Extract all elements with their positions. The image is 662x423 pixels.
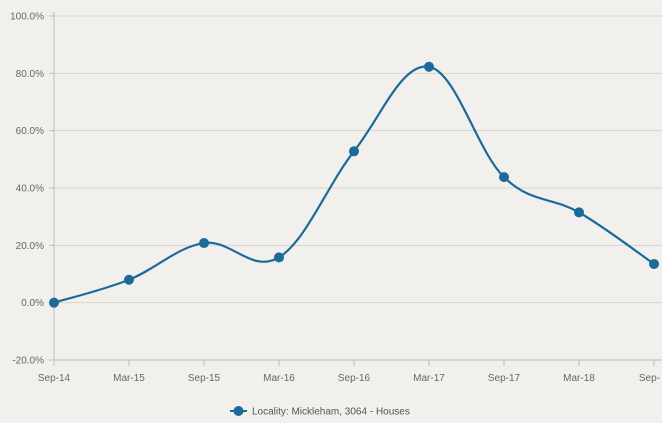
data-points: [49, 61, 659, 308]
x-tick-label: Sep-: [639, 373, 660, 384]
y-tick-label: 60.0%: [16, 126, 44, 137]
data-point[interactable]: [199, 238, 209, 249]
x-tick-label: Mar-17: [413, 373, 445, 384]
x-tick-label: Mar-18: [563, 373, 595, 384]
y-tick-label: -20.0%: [12, 356, 44, 367]
y-tick-label: 80.0%: [16, 69, 44, 80]
data-point[interactable]: [49, 297, 59, 308]
x-tick-label: Mar-15: [113, 373, 145, 384]
gridlines: [54, 15, 662, 361]
legend[interactable]: Locality: Mickleham, 3064 - Houses: [230, 406, 410, 418]
x-tick-label: Sep-17: [488, 373, 521, 384]
y-tick-label: 40.0%: [16, 184, 44, 195]
x-tick-label: Sep-15: [188, 373, 221, 384]
axes: [53, 12, 662, 361]
data-point[interactable]: [424, 61, 434, 72]
y-tick-label: 100.0%: [10, 12, 44, 23]
data-point[interactable]: [574, 207, 584, 218]
x-tick-label: Sep-16: [338, 373, 371, 384]
legend-label: Locality: Mickleham, 3064 - Houses: [252, 407, 410, 418]
data-point[interactable]: [274, 252, 284, 263]
x-tick-label: Sep-14: [38, 373, 71, 384]
y-tick-label: 20.0%: [16, 241, 44, 252]
data-point[interactable]: [349, 146, 359, 157]
data-point[interactable]: [499, 172, 509, 183]
x-axis-ticks: Sep-14 Mar-15 Sep-15 Mar-16 Sep-16 Mar-17 Sep-…: [38, 360, 660, 384]
series-lines: [53, 65, 655, 304]
x-tick-label: Mar-16: [263, 373, 295, 384]
data-point[interactable]: [649, 258, 659, 269]
y-axis-ticks: -20.0% 0.0% 20.0% 40.0% 60.0% 80.0% 100.0%: [10, 12, 54, 367]
series-line: [53, 65, 655, 304]
y-tick-label: 0.0%: [21, 298, 44, 309]
legend-marker: [233, 406, 244, 416]
data-point[interactable]: [124, 274, 134, 285]
